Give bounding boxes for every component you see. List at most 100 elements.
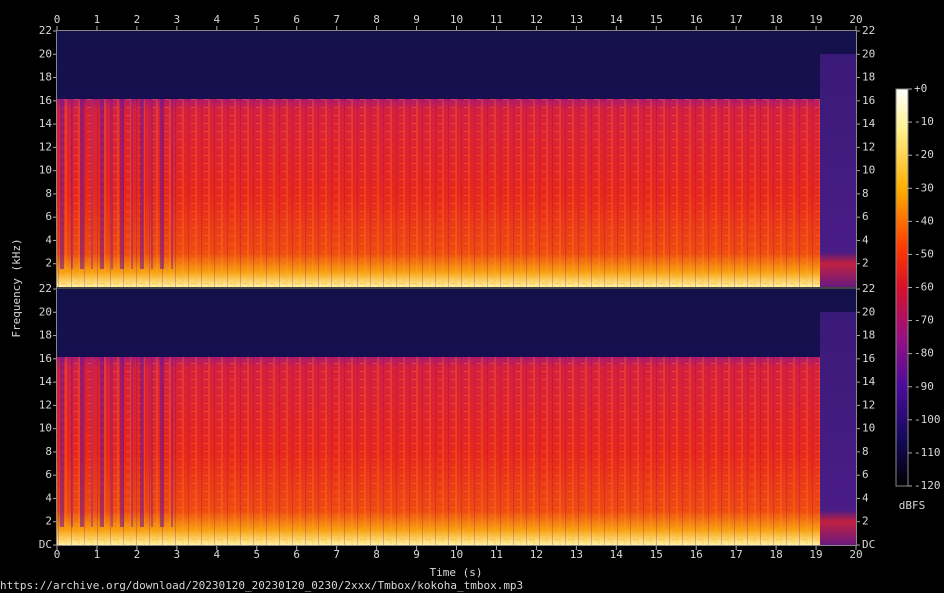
source-url: https://archive.org/download/20230120_20… [0, 579, 523, 592]
x-tick-label: 15 [650, 13, 663, 26]
x-axis-label: Time (s) [430, 566, 483, 579]
x-tick-label: 18 [769, 13, 782, 26]
colorbar-tick-label: -100 [914, 413, 941, 426]
colorbar-tick-label: +0 [914, 82, 927, 95]
y-tick-label: 4 [45, 233, 52, 246]
y-tick-label: 8 [862, 445, 869, 458]
x-tick-label: 11 [490, 548, 503, 561]
y-tick-label: 6 [862, 210, 869, 223]
y-tick-label: 10 [862, 422, 875, 435]
y-tick-label: 4 [862, 491, 869, 504]
y-tick-label: 6 [45, 210, 52, 223]
x-tick-label: 2 [134, 13, 141, 26]
x-tick-label: 1 [94, 548, 101, 561]
colorbar-tick-label: -90 [914, 380, 934, 393]
x-tick-label: 16 [690, 13, 703, 26]
y-tick-label: 4 [45, 491, 52, 504]
x-tick-label: 20 [849, 548, 862, 561]
y-tick-label: 22 [39, 282, 52, 295]
plot-frame [56, 30, 857, 546]
x-tick-label: 18 [769, 548, 782, 561]
y-tick-label: 16 [39, 352, 52, 365]
y-tick-label: 16 [862, 352, 875, 365]
x-tick-label: 4 [213, 13, 220, 26]
colorbar-tick-label: -10 [914, 115, 934, 128]
colorbar-tick-label: -50 [914, 247, 934, 260]
y-tick-label: 20 [862, 305, 875, 318]
y-tick-label: 10 [39, 422, 52, 435]
spectrogram-channel-1 [57, 31, 856, 287]
y-tick-label: 10 [39, 164, 52, 177]
x-tick-label: 1 [94, 13, 101, 26]
x-tick-label: 5 [253, 13, 260, 26]
x-tick-label: 12 [530, 548, 543, 561]
x-tick-label: 19 [809, 548, 822, 561]
y-tick-label: 22 [862, 24, 875, 37]
y-tick-label: 4 [862, 233, 869, 246]
x-tick-label: 13 [570, 548, 583, 561]
x-tick-label: 7 [333, 13, 340, 26]
y-tick-label: 18 [39, 71, 52, 84]
y-tick-label: 2 [862, 515, 869, 528]
y-tick-label: 14 [862, 375, 876, 388]
y-tick-label: 18 [39, 329, 52, 342]
x-tick-label: 10 [450, 548, 463, 561]
x-tick-label: 7 [333, 548, 340, 561]
spectrum-texture [57, 99, 820, 287]
x-tick-label: 4 [213, 548, 220, 561]
x-tick-label: 12 [530, 13, 543, 26]
x-tick-label: 3 [174, 13, 181, 26]
colorbar-tick-label: -70 [914, 314, 934, 327]
x-tick-label: 20 [849, 13, 862, 26]
x-tick-label: 6 [293, 13, 300, 26]
colorbar [895, 88, 909, 487]
colorbar-tick-label: -110 [914, 446, 941, 459]
y-tick-label: 6 [862, 468, 869, 481]
x-tick-label: 17 [730, 13, 743, 26]
colorbar-tick-label: -60 [914, 281, 934, 294]
x-tick-label: 8 [373, 13, 380, 26]
x-tick-label: 15 [650, 548, 663, 561]
y-tick-label: DC [862, 538, 875, 551]
x-tick-label: 6 [293, 548, 300, 561]
y-tick-label: 2 [45, 515, 52, 528]
x-tick-label: 16 [690, 548, 703, 561]
spectrum-texture [57, 357, 177, 527]
y-tick-label: 20 [862, 47, 875, 60]
y-tick-label: 18 [862, 71, 875, 84]
y-tick-label: 14 [39, 375, 53, 388]
spectrum-tail [820, 54, 856, 287]
y-tick-label: 14 [39, 117, 53, 130]
x-tick-label: 0 [54, 548, 61, 561]
y-tick-label: 12 [39, 398, 52, 411]
x-tick-label: 14 [610, 548, 624, 561]
x-tick-label: 3 [174, 548, 181, 561]
x-tick-label: 13 [570, 13, 583, 26]
y-axis-label: Frequency (kHz) [10, 238, 23, 337]
x-tick-label: 9 [413, 548, 420, 561]
colorbar-tick-label: -20 [914, 148, 934, 161]
x-tick-label: 9 [413, 13, 420, 26]
colorbar-tick-label: -40 [914, 214, 934, 227]
y-tick-label: 12 [862, 398, 875, 411]
colorbar-label: dBFS [899, 499, 926, 512]
y-tick-label: 16 [862, 94, 875, 107]
y-tick-label: 12 [39, 140, 52, 153]
y-tick-label: 16 [39, 94, 52, 107]
x-tick-label: 17 [730, 548, 743, 561]
spectrogram-channel-2 [57, 289, 856, 545]
x-tick-label: 14 [610, 13, 624, 26]
x-tick-label: 19 [809, 13, 822, 26]
y-tick-label: 2 [862, 257, 869, 270]
y-tick-label: 22 [862, 282, 875, 295]
y-tick-label: DC [39, 538, 52, 551]
y-tick-label: 14 [862, 117, 876, 130]
spectrum-texture [57, 99, 177, 269]
spectrum-texture [57, 357, 820, 545]
y-tick-label: 8 [45, 187, 52, 200]
y-tick-label: 6 [45, 468, 52, 481]
y-tick-label: 22 [39, 24, 52, 37]
x-tick-label: 10 [450, 13, 463, 26]
y-tick-label: 2 [45, 257, 52, 270]
